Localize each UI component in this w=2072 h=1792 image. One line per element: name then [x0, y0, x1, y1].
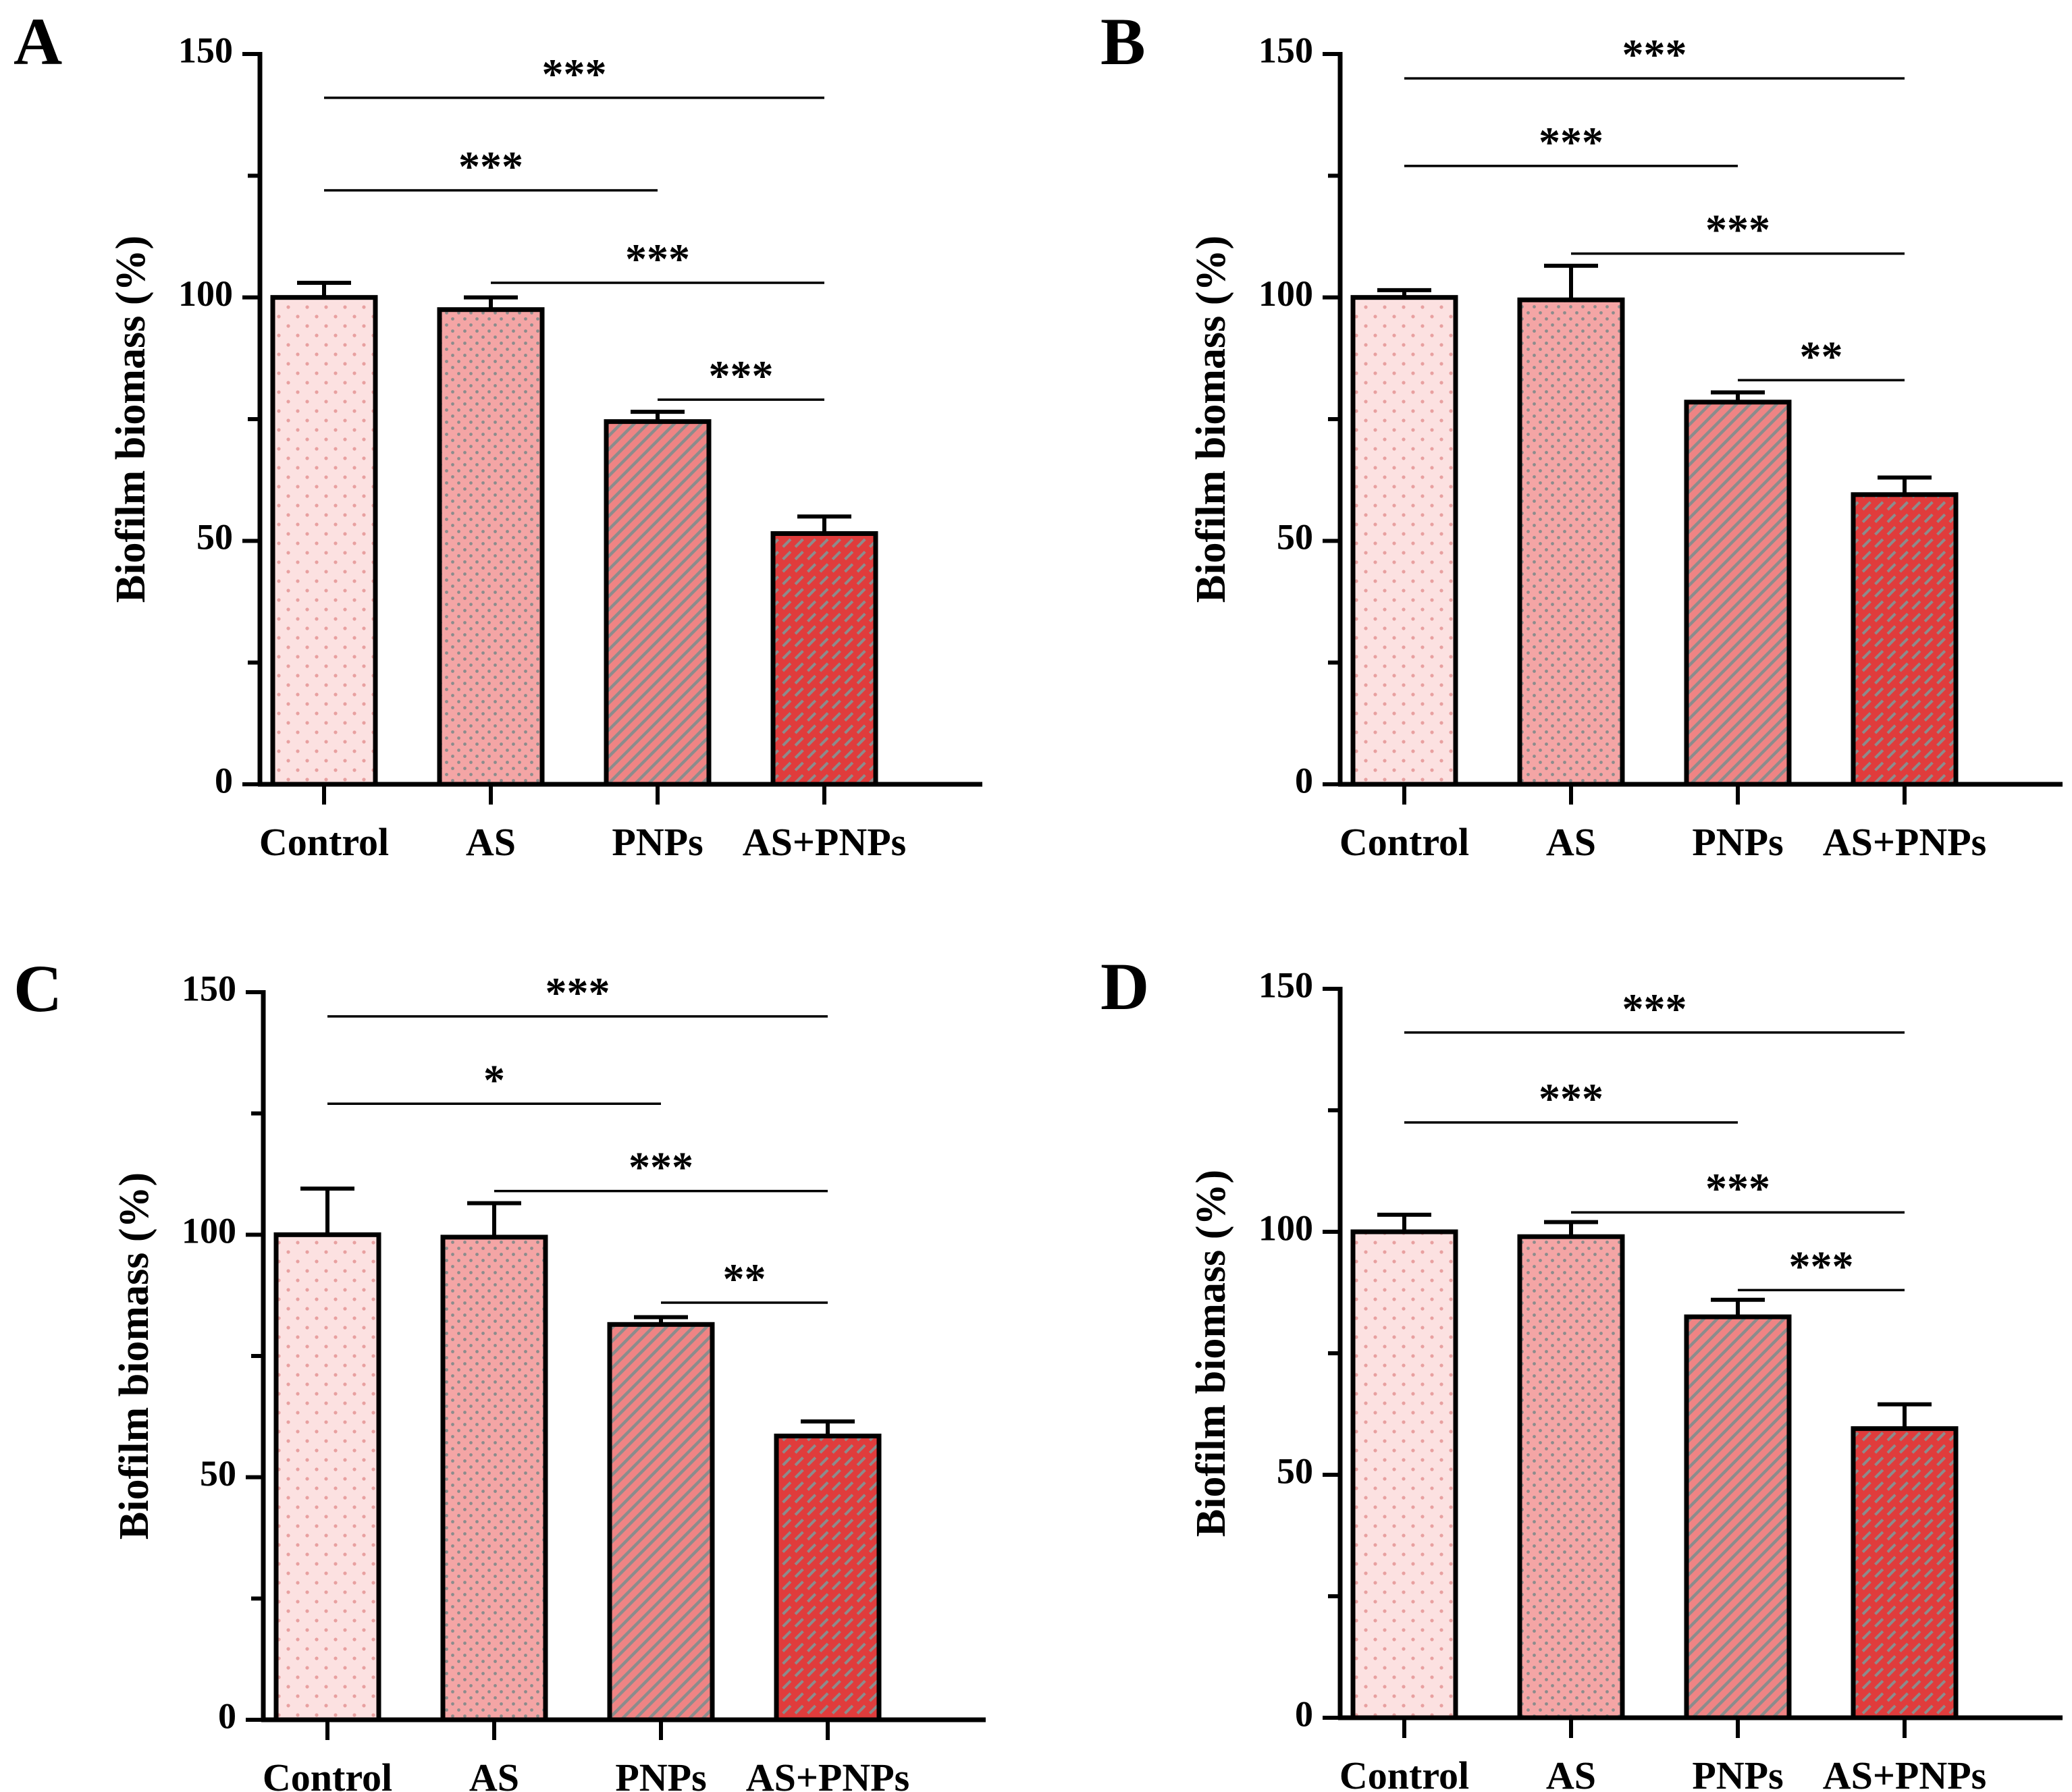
y-tick-label: 150	[182, 968, 236, 1008]
panel-letter: C	[14, 951, 62, 1026]
bar-pnps	[604, 419, 712, 787]
bar-pnps	[1684, 400, 1792, 787]
x-tick-label: PNPs	[1692, 820, 1783, 864]
significance-label: **	[723, 1255, 766, 1303]
bar-control	[1350, 295, 1458, 787]
significance-label: ***	[709, 352, 774, 400]
bar-control	[273, 1232, 381, 1722]
bar-as-pnps	[1851, 492, 1959, 787]
y-axis-label: Biofilm biomass (%)	[1188, 236, 1234, 603]
bar-control	[270, 295, 378, 787]
y-tick-label: 150	[178, 30, 233, 70]
significance-label: ***	[1705, 1164, 1770, 1212]
x-tick-label: AS	[1546, 820, 1596, 864]
panel-d: D Biofilm biomass (%) 0 50 100 150 Control AS PN…	[1100, 949, 2063, 1792]
x-tick-label: Control	[1339, 1754, 1469, 1792]
significance-label: ***	[1789, 1242, 1854, 1290]
panel-a: A Biofilm biomass (%) 0 50 100 150 Control AS PN…	[14, 4, 982, 864]
x-tick-label: AS+PNPs	[743, 820, 907, 864]
bar-pnps	[1684, 1314, 1792, 1720]
y-tick-label: 100	[178, 273, 233, 314]
panel-letter: D	[1100, 949, 1149, 1024]
significance-label: ***	[458, 142, 523, 190]
x-tick-label: AS	[1546, 1754, 1596, 1792]
x-tick-label: Control	[263, 1756, 392, 1792]
x-tick-label: AS	[469, 1756, 519, 1792]
significance-label: ***	[629, 1143, 693, 1191]
bar-control	[1350, 1229, 1458, 1720]
bar-pnps	[607, 1322, 715, 1722]
panel-letter: B	[1100, 4, 1146, 79]
y-tick-label: 150	[1258, 965, 1313, 1005]
y-tick-label: 0	[218, 1695, 236, 1736]
significance-label: ***	[1539, 118, 1603, 166]
significance-label: ***	[1705, 206, 1770, 254]
y-tick-label: 0	[1295, 760, 1313, 800]
y-tick-label: 50	[200, 1453, 236, 1494]
significance-label: ***	[625, 235, 690, 283]
significance-label: ***	[546, 969, 610, 1016]
panel-letter: A	[14, 4, 62, 79]
x-tick-label: AS	[466, 820, 516, 864]
bar-as	[440, 1234, 548, 1722]
y-axis-label: Biofilm biomass (%)	[108, 236, 154, 603]
y-tick-label: 0	[1295, 1693, 1313, 1734]
y-axis-label: Biofilm biomass (%)	[1188, 1170, 1234, 1537]
y-tick-label: 50	[196, 517, 233, 558]
significance-label: *	[483, 1056, 505, 1104]
y-tick-label: 50	[1277, 517, 1313, 558]
bar-as	[1517, 297, 1625, 787]
bar-as-pnps	[770, 531, 878, 787]
bar-as	[1517, 1234, 1625, 1720]
y-tick-label: 50	[1277, 1450, 1313, 1491]
bar-as-pnps	[1851, 1426, 1959, 1720]
y-tick-label: 0	[215, 760, 233, 800]
y-axis-label: Biofilm biomass (%)	[111, 1172, 157, 1540]
x-tick-label: AS+PNPs	[1823, 1754, 1987, 1792]
significance-label: **	[1800, 332, 1843, 380]
y-tick-label: 100	[182, 1211, 236, 1251]
x-tick-label: AS+PNPs	[746, 1756, 910, 1792]
panel-b: B Biofilm biomass (%) 0 50 100 150 Control AS PN…	[1100, 4, 2063, 864]
significance-label: ***	[1539, 1075, 1603, 1122]
panel-c: C Biofilm biomass (%) 0 50 100 150 Control AS PN…	[14, 951, 986, 1792]
bar-as-pnps	[774, 1434, 882, 1722]
x-tick-label: PNPs	[1692, 1754, 1783, 1792]
y-tick-label: 100	[1258, 273, 1313, 314]
y-tick-label: 150	[1258, 30, 1313, 70]
x-tick-label: Control	[259, 820, 389, 864]
x-tick-label: Control	[1339, 820, 1469, 864]
x-tick-label: PNPs	[612, 820, 703, 864]
x-tick-label: AS+PNPs	[1823, 820, 1987, 864]
significance-label: ***	[1622, 30, 1687, 78]
y-tick-label: 100	[1258, 1207, 1313, 1248]
x-tick-label: PNPs	[615, 1756, 706, 1792]
significance-label: ***	[542, 50, 607, 98]
bar-as	[437, 307, 545, 787]
significance-label: ***	[1622, 985, 1687, 1033]
